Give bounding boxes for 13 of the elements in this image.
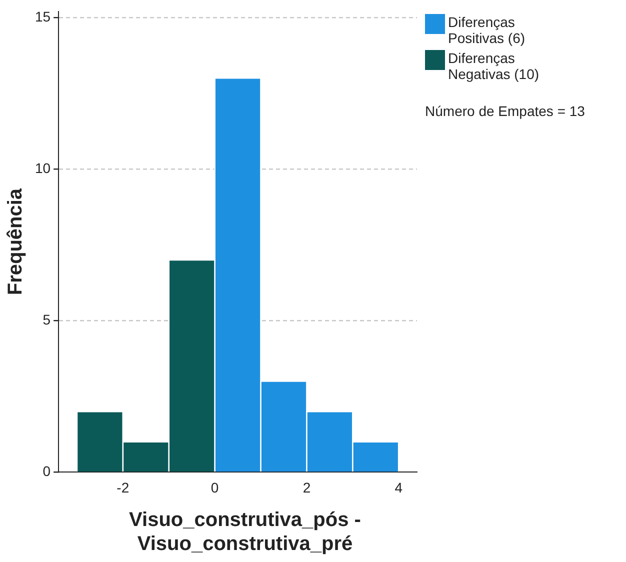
x-tick-label: 4	[394, 479, 403, 496]
legend-label: Diferenças Positivas (6)	[448, 14, 526, 46]
legend-label: Diferenças Negativas (10)	[448, 50, 540, 82]
text: Número de Empates = 13	[425, 103, 585, 119]
x-tick-label: -2	[116, 479, 130, 496]
y-tick-label: 5	[42, 311, 51, 328]
y-tick-label: 0	[42, 463, 51, 480]
x-tick-label: 0	[210, 479, 219, 496]
y-tick-label: 10	[34, 160, 51, 176]
x-axis-title: Visuo_construtiva_pós - Visuo_construtiva_pré	[128, 508, 362, 556]
x-tick-label: 2	[302, 479, 311, 496]
y-axis-title: Frequência	[4, 188, 27, 296]
y-tick-label: 15	[34, 8, 51, 24]
